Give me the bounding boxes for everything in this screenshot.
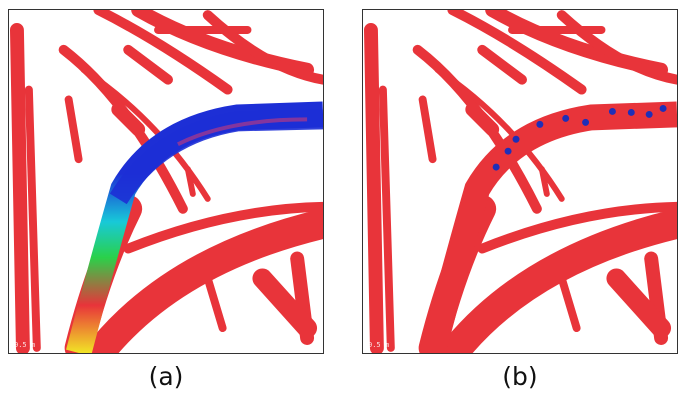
caption-b: (b) bbox=[502, 362, 538, 391]
point-cloud-image-b bbox=[363, 10, 677, 353]
highlighted-structure bbox=[66, 101, 323, 353]
caption-a: (a) bbox=[148, 362, 184, 391]
red-structures bbox=[9, 10, 323, 353]
keypoint bbox=[492, 163, 500, 171]
keypoint bbox=[504, 147, 512, 155]
scale-watermark: 0.5 m bbox=[14, 341, 36, 349]
keypoint bbox=[627, 108, 635, 116]
keypoint bbox=[608, 107, 616, 115]
keypoint bbox=[536, 120, 544, 128]
keypoint bbox=[512, 135, 520, 143]
panel-b: 0.5 m bbox=[362, 9, 678, 354]
keypoint bbox=[562, 114, 570, 122]
keypoint bbox=[645, 110, 653, 118]
keypoint bbox=[659, 104, 667, 112]
scale-watermark: 0.5 m bbox=[368, 341, 390, 349]
keypoint bbox=[582, 118, 590, 126]
point-cloud-image-a bbox=[9, 10, 323, 353]
keypoints bbox=[492, 104, 667, 171]
panel-a: 0.5 m bbox=[8, 9, 324, 354]
red-structures bbox=[363, 10, 677, 353]
